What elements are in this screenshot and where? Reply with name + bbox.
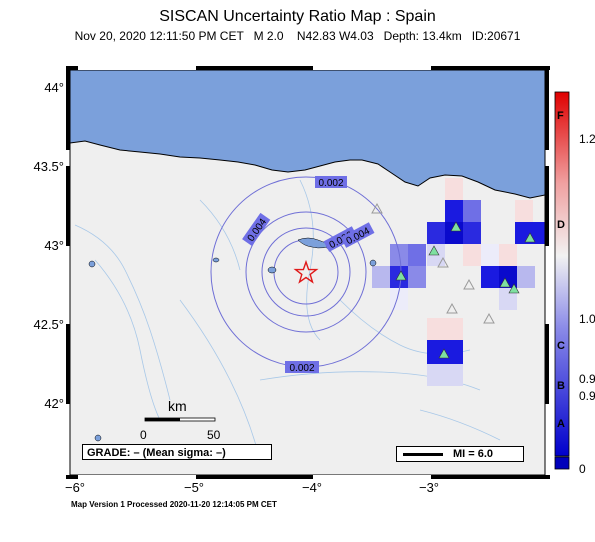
active-stations <box>395 221 536 359</box>
sea-area <box>70 70 545 199</box>
lat-label-42: 42° <box>44 396 64 411</box>
grade-letter-f: F <box>557 110 564 122</box>
footer-text: Map Version 1 Processed 2020-11-20 12:14… <box>71 500 277 509</box>
mi-legend-label: MI = 6.0 <box>453 448 494 460</box>
lon-label-5: −5° <box>183 480 205 495</box>
colorbar-value-1-2: 1.2 <box>579 132 595 146</box>
contour-label: 0.002 <box>289 363 314 374</box>
scale-tick-0: 0 <box>140 428 147 442</box>
uncertainty-grid <box>372 178 545 386</box>
grade-box: GRADE: – (Mean sigma: –) <box>82 444 272 460</box>
grade-letter-d: D <box>557 219 565 231</box>
lat-label-44: 44° <box>44 80 64 95</box>
map-title: SISCAN Uncertainty Ratio Map : Spain <box>159 8 436 25</box>
mi-legend-line <box>403 453 443 456</box>
reservoirs <box>88 237 377 442</box>
frame-ticks <box>66 66 550 479</box>
scale-unit: km <box>168 398 187 414</box>
grade-letter-c: C <box>557 340 565 352</box>
lat-label-43: 43° <box>44 238 64 253</box>
colorbar-value-0-9a: 0.9 <box>579 372 595 386</box>
lat-label-42-5: 42.5° <box>33 317 64 332</box>
lon-label-3: −3° <box>418 480 440 495</box>
contour-label: 0.002 <box>318 178 343 189</box>
colorbar <box>554 91 570 470</box>
lat-label-43-5: 43.5° <box>33 159 64 174</box>
grade-letter-b: B <box>557 380 565 392</box>
scale-bar <box>144 417 216 422</box>
inactive-stations <box>371 202 495 324</box>
lon-label-6: −6° <box>64 480 86 495</box>
colorbar-value-1-0: 1.0 <box>579 312 595 326</box>
event-subtitle: Nov 20, 2020 12:11:50 PM CET M 2.0 N42.8… <box>74 29 521 43</box>
scale-tick-50: 50 <box>207 428 221 442</box>
colorbar-value-0-9b: 0.9 <box>579 389 595 403</box>
lon-label-4: −4° <box>301 480 323 495</box>
grade-letter-a: A <box>557 418 565 430</box>
colorbar-value-0: 0 <box>579 462 586 476</box>
mi-legend-box: MI = 6.0 <box>396 446 524 462</box>
epicenter-star <box>293 259 319 284</box>
